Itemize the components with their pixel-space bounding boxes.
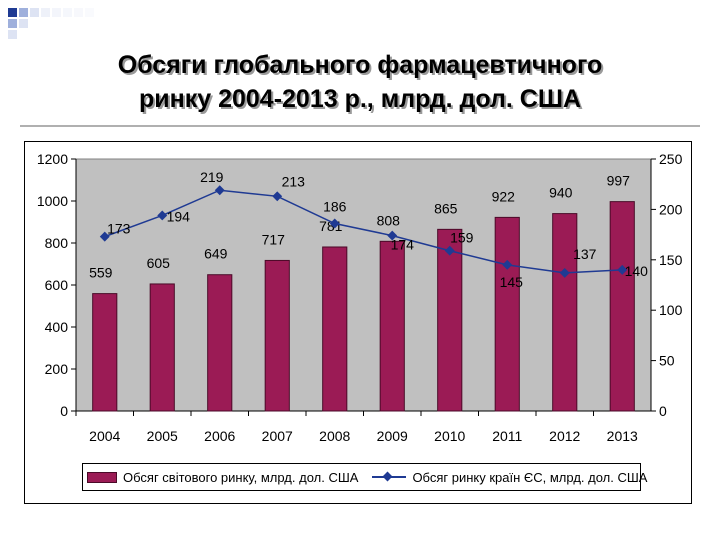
- bar-value-label: 865: [434, 200, 458, 216]
- right-axis-tick-label: 0: [659, 403, 667, 419]
- chart-legend: Обсяг світового ринку, млрд. дол. США Об…: [82, 463, 647, 491]
- legend-line-label: Обсяг ринку країн ЄС, млрд. дол. США: [412, 469, 648, 485]
- bar-value-label: 559: [89, 265, 113, 281]
- line-value-label: 173: [107, 221, 131, 237]
- bar-value-label: 605: [147, 255, 171, 271]
- bar: [379, 240, 405, 412]
- bar: [494, 216, 520, 412]
- combo-chart: 0 200 400 600 800 1000 1200 0 50 100 150 200 250 559 6…: [37, 151, 683, 444]
- bar: [437, 228, 463, 412]
- left-axis-tick-label: 200: [45, 361, 69, 377]
- title-line-2: ринку 2004-2013 р., млрд. дол. США: [138, 85, 582, 113]
- line-point: [387, 230, 398, 241]
- line-value-label: 174: [391, 237, 415, 253]
- x-axis-tick-label: 2008: [319, 428, 350, 444]
- line-value-label: 194: [167, 208, 191, 224]
- line-point: [559, 267, 570, 278]
- bar: [149, 283, 175, 412]
- bar: [92, 293, 118, 412]
- line-point: [157, 210, 168, 221]
- bar-value-label: 649: [204, 246, 228, 262]
- title-line-1: Обсяги глобального фармацевтичного: [117, 51, 603, 79]
- x-axis-tick-label: 2009: [377, 428, 408, 444]
- bar: [322, 246, 348, 412]
- left-axis-tick-label: 600: [45, 277, 69, 293]
- x-axis-tick-label: 2005: [147, 428, 178, 444]
- bar: [264, 259, 290, 412]
- right-axis-tick-label: 250: [659, 151, 683, 167]
- x-axis-tick-label: 2012: [549, 428, 580, 444]
- bar-value-label: 922: [492, 188, 516, 204]
- bar-value-label: 997: [607, 173, 631, 189]
- eu-market-line: [104, 189, 623, 274]
- line-value-label: 137: [573, 246, 597, 262]
- line-value-label: 219: [200, 169, 224, 185]
- legend-bar-label: Обсяг світового ринку, млрд. дол. США: [123, 469, 359, 485]
- line-point: [99, 231, 110, 242]
- right-axis-tick-label: 50: [659, 353, 675, 369]
- bar: [609, 201, 635, 412]
- left-axis-tick-label: 400: [45, 319, 69, 335]
- bar-value-label: 940: [549, 185, 573, 201]
- bar: [552, 213, 578, 412]
- x-axis-tick-label: 2004: [89, 428, 120, 444]
- legend-item-line: Обсяг ринку країн ЄС, млрд. дол. США: [358, 470, 647, 485]
- line-value-label: 186: [323, 199, 347, 215]
- x-axis-tick-label: 2010: [434, 428, 465, 444]
- slide-title: Обсяги глобального фармацевтичного ринку…: [0, 48, 720, 116]
- right-axis-tick-label: 100: [659, 302, 683, 318]
- bar-value-label: 808: [377, 212, 401, 228]
- right-axis-tick-label: 200: [659, 201, 683, 217]
- x-axis-tick-label: 2007: [262, 428, 293, 444]
- bar-value-label: 781: [319, 218, 343, 234]
- legend-line-marker: [372, 472, 407, 482]
- legend-item-bars: Обсяг світового ринку, млрд. дол. США: [83, 470, 358, 485]
- x-axis-tick-label: 2013: [607, 428, 638, 444]
- legend-bar-swatch: [87, 471, 117, 483]
- corner-squares-graphic: [8, 8, 94, 39]
- line-point: [214, 185, 225, 196]
- x-axis-tick-label: 2006: [204, 428, 235, 444]
- right-axis-tick-label: 150: [659, 252, 683, 268]
- bar-value-label: 717: [262, 231, 286, 247]
- left-axis-tick-label: 1000: [37, 193, 68, 209]
- line-point: [617, 264, 628, 275]
- left-axis-tick-label: 0: [60, 403, 68, 419]
- bar: [207, 274, 233, 412]
- line-value-label: 140: [625, 263, 649, 279]
- line-value-label: 159: [450, 230, 474, 246]
- left-axis-tick-label: 1200: [37, 151, 68, 167]
- line-value-label: 213: [282, 173, 306, 189]
- chart-frame: 0 200 400 600 800 1000 1200 0 50 100 150 200 250 559 6…: [24, 141, 692, 504]
- title-divider: [20, 125, 700, 127]
- line-point: [444, 245, 455, 256]
- x-axis-tick-label: 2011: [492, 428, 522, 444]
- line-value-label: 145: [500, 274, 524, 290]
- left-axis-tick-label: 800: [45, 235, 69, 251]
